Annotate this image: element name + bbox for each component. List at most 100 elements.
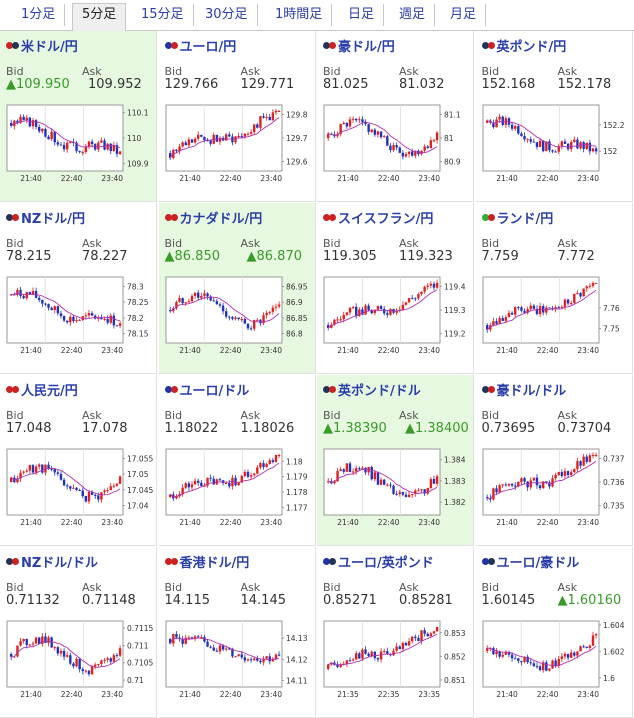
rate-card[interactable]: 豪ドル/ドル Bid Ask 0.73695 0.73704 0.737 0.736 0.73…	[475, 375, 633, 546]
candle	[34, 466, 38, 473]
flag-icon	[323, 557, 336, 566]
mini-chart[interactable]: 14.13 14.12 14.11 21:40 22:40 23:40	[162, 617, 312, 701]
pair-title[interactable]: カナダドル/円	[164, 208, 262, 227]
candle	[532, 663, 535, 667]
pair-title[interactable]: ユーロ/英ポンド	[323, 552, 434, 571]
candle	[407, 494, 411, 498]
candle	[47, 637, 50, 643]
bid-value: 78.215	[6, 249, 52, 264]
candle	[435, 476, 439, 484]
rate-card[interactable]: カナダドル/円 Bid Ask ▲86.850 ▲86.870 86.95 86.9 86.8…	[158, 203, 316, 374]
pair-name: 英ポンド/円	[496, 40, 567, 55]
mini-chart[interactable]: 110.1 110 109.9 21:40 22:40 23:40	[3, 101, 153, 185]
rate-card[interactable]: ユーロ/円 Bid Ask 129.766 129.771 129.8 129.7 129.6…	[158, 31, 316, 202]
tab-0[interactable]: 1分足	[12, 4, 66, 26]
pair-title[interactable]: ユーロ/円	[164, 36, 236, 55]
x-tick-label: 22:35	[378, 690, 400, 699]
mini-chart[interactable]: 7.76 7.75 21:40 22:40 23:40	[479, 273, 629, 357]
ask-label: Ask	[82, 237, 102, 250]
pair-title[interactable]: 英ポンド/ドル	[323, 380, 421, 399]
candle	[90, 313, 94, 316]
rate-card[interactable]: 英ポンド/ドル Bid Ask ▲1.38390 ▲1.38400 1.384 1.383 1…	[317, 375, 474, 546]
bid-label: Bid	[164, 65, 183, 78]
mini-chart[interactable]: 129.8 129.7 129.6 21:40 22:40 23:40	[162, 101, 312, 185]
rate-card[interactable]: ランド/円 Bid Ask 7.759 7.772 7.76 7.75 21:40 22:40 2…	[475, 203, 633, 374]
mini-chart[interactable]: 81.1 81 80.9 21:40 22:40 23:40	[320, 101, 470, 185]
rate-card[interactable]: NZドル/円 Bid Ask 78.215 78.227 78.3 78.25 78.2 78.…	[0, 203, 157, 374]
pair-title[interactable]: NZドル/円	[6, 208, 85, 227]
y-tick-label: 0.736	[603, 478, 625, 487]
pair-title[interactable]: ユーロ/豪ドル	[481, 552, 579, 571]
ask-value: 129.771	[240, 77, 295, 92]
rate-card[interactable]: 豪ドル/円 Bid Ask 81.025 81.032 81.1 81 80.9 21:40 22…	[317, 31, 474, 202]
candle	[386, 313, 389, 315]
rate-card[interactable]: 米ドル/円 Bid Ask ▲109.950 109.952 110.1 110 109.9 2…	[0, 31, 157, 202]
pair-title[interactable]: ユーロ/ドル	[164, 380, 249, 399]
mini-chart[interactable]: 1.604 1.602 1.6 21:40 22:40 23:40	[479, 617, 629, 701]
tab-4[interactable]: 1時間足	[266, 4, 333, 26]
candle	[221, 645, 224, 650]
rate-card[interactable]: NZドル/ドル Bid Ask 0.71132 0.71148 0.7115 0.711 0.…	[0, 547, 157, 718]
mini-chart[interactable]: 78.3 78.25 78.2 78.15 21:40 22:40 23:40	[3, 273, 153, 357]
candle	[258, 660, 262, 663]
y-tick-label: 7.76	[603, 304, 620, 313]
pair-title[interactable]: スイスフラン/円	[323, 208, 433, 227]
rate-card[interactable]: 英ポンド/円 Bid Ask 152.168 152.178 152.2 152 21:40 2…	[475, 31, 633, 202]
candle	[97, 317, 100, 319]
tab-5[interactable]: 日足	[339, 4, 385, 26]
candle	[585, 286, 588, 289]
mini-chart[interactable]: 152.2 152 21:40 22:40 23:40	[479, 101, 629, 185]
mini-chart[interactable]: 0.853 0.852 0.851 21:35 22:35 23:35	[320, 617, 470, 701]
candle	[581, 288, 585, 297]
rate-card[interactable]: スイスフラン/円 Bid Ask 119.305 119.323 119.4 119.3 11…	[317, 203, 474, 374]
pair-title[interactable]: 英ポンド/円	[481, 36, 567, 55]
rate-card[interactable]: 人民元/円 Bid Ask 17.048 17.078 17.055 17.05 17.045…	[0, 375, 157, 546]
candle	[10, 123, 13, 127]
ask-value: ▲86.870	[246, 249, 303, 264]
rate-card[interactable]: ユーロ/豪ドル Bid Ask 1.60145 ▲1.60160 1.604 1.602 1.…	[475, 547, 633, 718]
pair-title[interactable]: ランド/円	[481, 208, 553, 227]
candle	[19, 116, 22, 123]
candle	[401, 152, 405, 157]
tab-7[interactable]: 月足	[441, 4, 487, 26]
candle	[174, 496, 178, 499]
candle	[513, 485, 516, 487]
candle	[417, 294, 420, 299]
pair-title[interactable]: NZドル/ドル	[6, 552, 98, 571]
x-tick-label: 23:40	[101, 346, 123, 355]
tab-2[interactable]: 15分足	[132, 4, 194, 26]
candle	[348, 463, 352, 472]
candle	[240, 654, 243, 658]
candle	[594, 148, 597, 152]
rate-card[interactable]: ユーロ/英ポンド Bid Ask 0.85271 0.85281 0.853 0.852 0.…	[317, 547, 474, 718]
mini-chart[interactable]: 0.737 0.736 0.735 21:40 22:40 23:40	[479, 445, 629, 529]
candle	[184, 302, 187, 304]
pair-title[interactable]: 豪ドル/円	[323, 36, 395, 55]
pair-title[interactable]: 豪ドル/ドル	[481, 380, 566, 399]
candle	[547, 668, 551, 671]
moving-average-line	[10, 120, 121, 148]
rate-card[interactable]: 香港ドル/円 Bid Ask 14.115 14.145 14.13 14.12 14.11 2…	[158, 547, 316, 718]
candle	[271, 460, 274, 462]
mini-chart[interactable]: 0.7115 0.711 0.7105 0.71 21:40 22:40 23:40	[3, 617, 153, 701]
mini-chart[interactable]: 86.95 86.9 86.85 86.8 21:40 22:40 23:40	[162, 273, 312, 357]
bid-label: Bid	[6, 237, 24, 250]
pair-title[interactable]: 人民元/円	[6, 380, 78, 399]
candle	[563, 653, 566, 657]
mini-chart[interactable]: 17.055 17.05 17.045 17.04 21:40 22:40 23:40	[3, 445, 153, 529]
pair-title[interactable]: 香港ドル/円	[164, 552, 249, 571]
tab-6[interactable]: 週足	[390, 4, 436, 26]
mini-chart[interactable]: 1.384 1.383 1.382 21:40 22:40 23:40	[320, 445, 470, 529]
rate-card[interactable]: ユーロ/ドル Bid Ask 1.18022 1.18026 1.18 1.179 1.178…	[158, 375, 316, 546]
y-tick-label: 7.75	[603, 325, 620, 334]
mini-chart[interactable]: 1.18 1.179 1.178 1.177 21:40 22:40 23:40	[162, 445, 312, 529]
candle	[258, 116, 262, 128]
candle	[575, 651, 579, 656]
candle	[411, 494, 414, 496]
tab-3[interactable]: 30分足	[196, 4, 258, 26]
tab-1[interactable]: 5分足	[72, 3, 127, 31]
candle	[174, 634, 178, 638]
ask-label: Ask	[240, 237, 261, 250]
mini-chart[interactable]: 119.4 119.3 119.2 21:40 22:40 23:40	[320, 273, 470, 357]
pair-title[interactable]: 米ドル/円	[6, 36, 78, 55]
